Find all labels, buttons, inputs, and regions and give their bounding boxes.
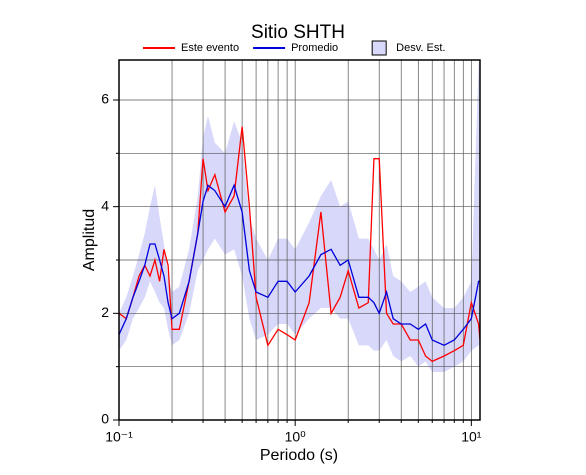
x-axis-label: Periodo (s) [260, 447, 338, 464]
x-tick-label: 10⁻¹ [105, 429, 133, 445]
legend-label: Promedio [291, 42, 338, 54]
series-line [118, 126, 481, 363]
x-tick-label: 10¹ [461, 429, 482, 445]
legend-swatch [371, 40, 387, 56]
plot-frame [118, 59, 481, 421]
y-tick-label: 2 [101, 304, 109, 320]
legend-label: Desv. Est. [396, 42, 445, 54]
x-tick-label: 10⁰ [285, 429, 307, 445]
y-tick-label: 0 [101, 411, 109, 427]
y-tick-label: 4 [101, 197, 109, 213]
y-tick-label: 6 [101, 91, 109, 107]
std-band [119, 62, 480, 373]
legend-label: Este evento [181, 42, 239, 54]
series-line [118, 183, 480, 347]
y-axis-label: Amplitud [81, 209, 98, 271]
chart-title: Sitio SHTH [251, 22, 345, 43]
